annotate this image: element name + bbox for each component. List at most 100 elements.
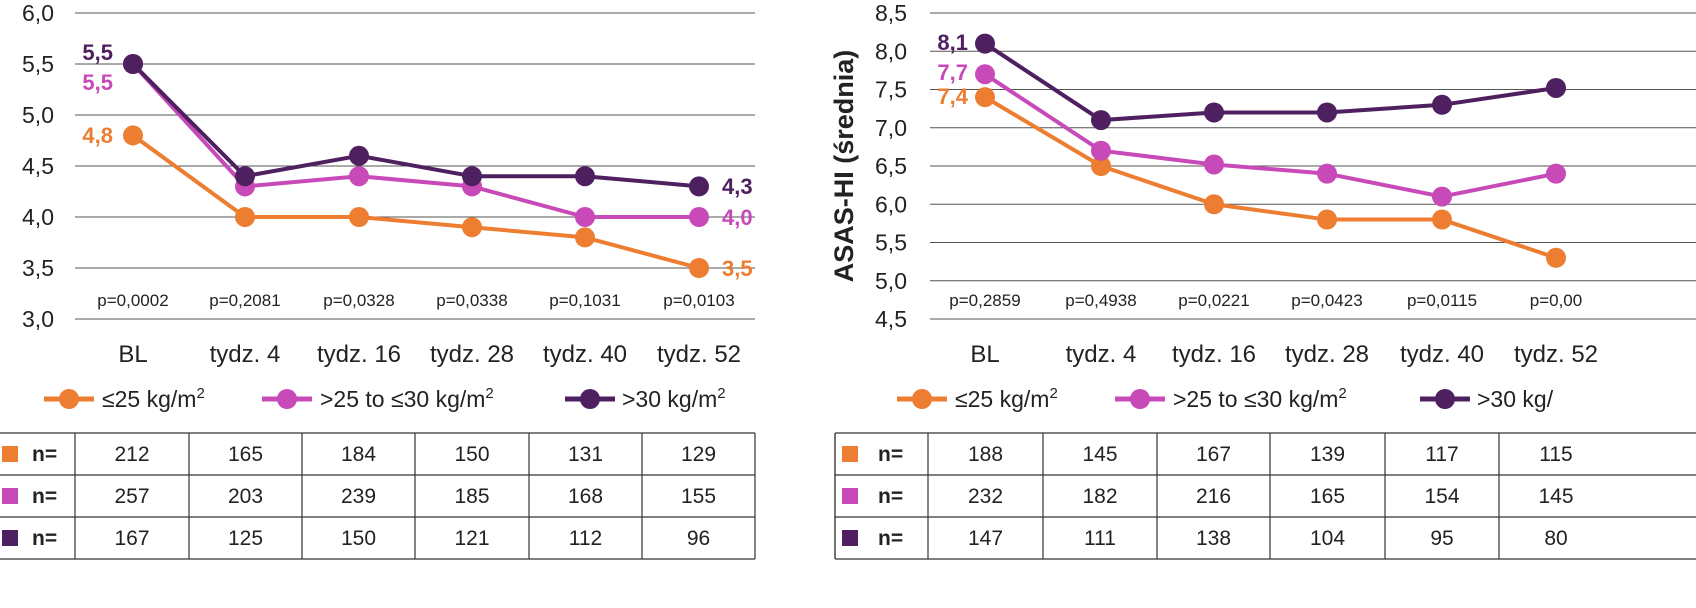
table-cell: 112 [569, 527, 602, 550]
legend-label: >25 to ≤30 kg/m2 [320, 385, 494, 412]
legend-swatch-dot [1435, 389, 1455, 409]
row-swatch [842, 446, 858, 462]
y-tick-label: 3,0 [22, 306, 54, 332]
legend-swatch-dot [59, 389, 79, 409]
data-point [1546, 163, 1566, 184]
series-line [983, 72, 1557, 199]
table-cell: 115 [1539, 443, 1572, 466]
p-value-label: p=0,2081 [209, 291, 280, 310]
p-value-label: p=0,0221 [1178, 291, 1249, 310]
p-value-label: p=0,0103 [663, 291, 734, 310]
x-tick-label: tydz. 40 [1400, 341, 1484, 368]
y-tick-label: 4,0 [22, 204, 54, 230]
data-point [1204, 194, 1224, 215]
y-axis-label: ASAS-HI (średnia) [829, 50, 859, 283]
data-point [123, 125, 143, 146]
x-tick-label: tydz. 40 [543, 341, 627, 368]
table-cell: 154 [1424, 485, 1459, 508]
series-line [983, 41, 1557, 123]
data-point [575, 227, 595, 248]
n-label: n= [32, 443, 57, 466]
legend-label: >30 kg/ [1477, 386, 1554, 412]
data-point [1432, 209, 1452, 230]
table-cell: 131 [568, 443, 603, 466]
table-cell: 145 [1082, 443, 1117, 466]
n-label: n= [32, 527, 57, 550]
row-swatch [842, 488, 858, 504]
y-tick-label: 8,5 [875, 0, 907, 26]
table-cell: 188 [968, 443, 1003, 466]
table-cell: 155 [681, 485, 716, 508]
y-tick-label: 5,5 [875, 230, 907, 256]
data-point [349, 145, 369, 166]
series-line [983, 95, 1557, 260]
table-cell: 185 [454, 485, 489, 508]
table-cell: 104 [1310, 527, 1345, 550]
data-point [1317, 209, 1337, 230]
data-label: 4,3 [722, 174, 753, 199]
data-label: 4,8 [82, 123, 113, 148]
table-cell: 212 [114, 443, 149, 466]
y-tick-label: 7,0 [875, 115, 907, 141]
table-cell: 111 [1084, 527, 1116, 550]
data-point [349, 207, 369, 227]
data-point [1204, 102, 1224, 123]
series-line [131, 133, 700, 270]
table-cell: 96 [687, 527, 710, 550]
x-tick-label: BL [118, 341, 147, 368]
chart-2: 8,5 8,0 7,5 7,0 6,5 6,0 5,5 5,0 4,5 ASAS-HI (śred… [829, 0, 1696, 560]
n-label: n= [878, 485, 903, 508]
x-tick-label: tydz. 28 [430, 341, 514, 368]
table-cell: 129 [681, 443, 716, 466]
table-cell: 165 [1310, 485, 1345, 508]
data-label: 3,5 [722, 256, 753, 281]
table-cell: 184 [341, 443, 376, 466]
table-cell: 232 [968, 485, 1003, 508]
p-value-label: p=0,1031 [549, 291, 620, 310]
data-point [1432, 186, 1452, 207]
table-cell: 145 [1538, 485, 1573, 508]
x-tick-label: tydz. 4 [1066, 341, 1137, 368]
x-tick-label: tydz. 28 [1285, 341, 1369, 368]
data-point [462, 166, 482, 187]
y-tick-label: 4,5 [22, 153, 54, 179]
table-cell: 216 [1196, 485, 1231, 508]
y-tick-label: 4,5 [875, 306, 907, 332]
table-cell: 147 [968, 527, 1003, 550]
n-label: n= [32, 485, 57, 508]
data-point [575, 207, 595, 227]
data-point [575, 166, 595, 187]
y-tick-label: 6,0 [22, 0, 54, 26]
p-value-label: p=0,4938 [1065, 291, 1136, 310]
row-swatch [2, 488, 18, 504]
table-cell: 121 [454, 527, 489, 550]
data-point [975, 64, 995, 85]
row-swatch [842, 530, 858, 546]
row-swatch [2, 446, 18, 462]
y-tick-label: 8,0 [875, 38, 907, 64]
y-tick-label: 7,5 [875, 77, 907, 103]
table-cell: 117 [1425, 443, 1458, 466]
p-value-label: p=0,0423 [1291, 291, 1362, 310]
legend-label: >30 kg/m2 [622, 385, 726, 412]
data-point [123, 54, 143, 74]
legend-swatch-dot [1130, 389, 1150, 409]
table-cell: 167 [1196, 443, 1231, 466]
table-cell: 139 [1310, 443, 1345, 466]
data-point [462, 217, 482, 238]
legend-swatch-dot [580, 389, 600, 409]
data-point [1091, 156, 1111, 176]
legend-swatch-dot [912, 389, 932, 409]
x-tick-label: BL [970, 341, 999, 368]
y-tick-label: 5,0 [22, 102, 54, 128]
p-value-label: p=0,0115 [1407, 291, 1477, 310]
table-cell: 168 [568, 485, 603, 508]
table-cell: 239 [341, 485, 376, 508]
table-cell: 182 [1082, 485, 1117, 508]
table-cell: 138 [1196, 527, 1231, 550]
table-cell: 80 [1544, 527, 1567, 550]
n-label: n= [878, 527, 903, 550]
p-value-label: p=0,0328 [323, 291, 394, 310]
series-line [131, 62, 700, 189]
